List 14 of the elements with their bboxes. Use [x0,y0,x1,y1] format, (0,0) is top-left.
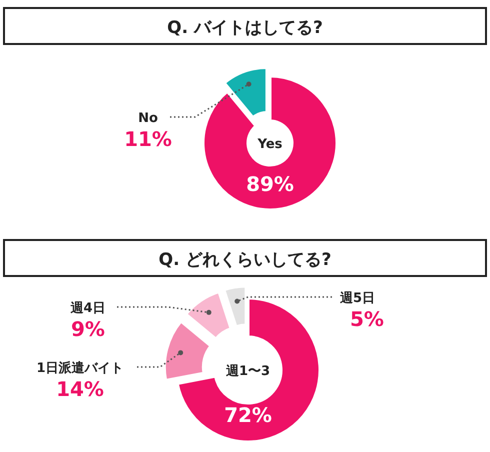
data-label: 89% [246,172,294,196]
data-label: 9% [71,317,105,341]
data-label: 5% [350,307,384,331]
slice-label: 週5日 [339,291,376,306]
data-label: 11% [124,127,172,151]
slice-label: Yes [256,137,283,152]
slice-label: 週4日 [69,301,106,316]
slice-label: No [138,111,158,126]
data-label: 14% [56,377,104,401]
chart-title: Q. どれくらいしてる? [158,250,332,270]
slice-label: 週1〜3 [224,364,270,379]
chart-title: Q. バイトはしてる? [167,18,323,38]
data-label: 72% [224,402,272,427]
slice-label: 1日派遣バイト [36,360,124,376]
